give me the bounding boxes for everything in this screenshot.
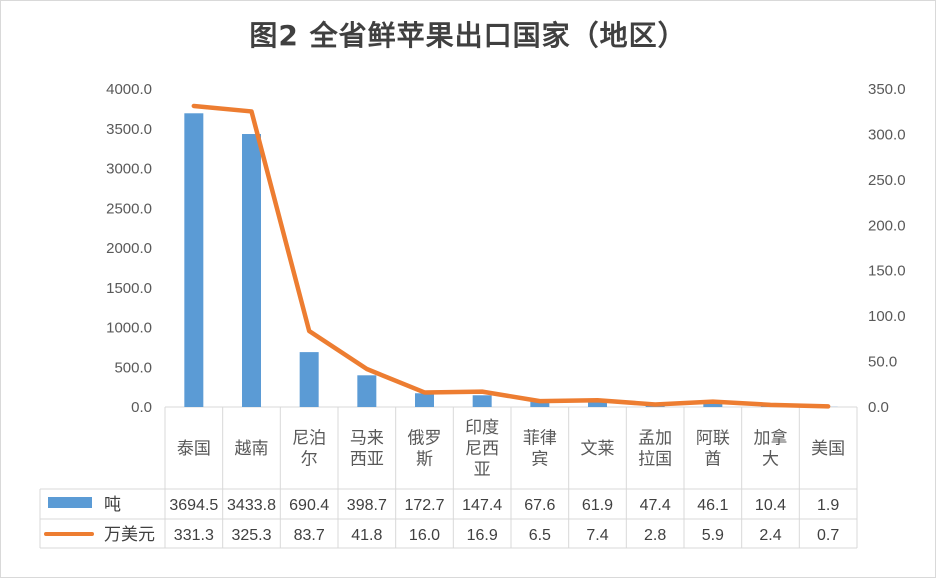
chart-title: 图2 全省鲜苹果出口国家（地区） <box>249 19 687 52</box>
y-right-tick-label: 150.0 <box>868 263 906 280</box>
y-left-tick-label: 2500.0 <box>106 200 152 217</box>
y-left-tick-label: 1500.0 <box>106 280 152 297</box>
bar <box>530 401 550 407</box>
legend-label-line: 万美元 <box>104 525 155 545</box>
x-category-label: 越南 <box>235 439 269 459</box>
y-right-tick-label: 200.0 <box>868 217 906 234</box>
line-path <box>191 103 831 409</box>
x-category-label: 美国 <box>811 439 845 459</box>
x-category-label: 阿联酋 <box>696 429 730 470</box>
table-cell-line-value: 16.0 <box>409 527 440 544</box>
x-category-label: 文莱 <box>581 439 615 459</box>
table-cell-line-value: 16.9 <box>467 527 498 544</box>
table-cell-line-value: 41.8 <box>351 527 382 544</box>
table-cell-bar-value: 61.9 <box>582 497 613 514</box>
bar-series <box>184 113 838 408</box>
x-category-label: 印度尼西亚 <box>465 418 499 480</box>
bar <box>703 403 723 407</box>
table-cell-bar-value: 46.1 <box>697 497 728 514</box>
y-left-tick-label: 3000.0 <box>106 161 152 178</box>
table-cell-line-value: 83.7 <box>294 527 325 544</box>
table-cell-bar-value: 690.4 <box>289 497 329 514</box>
legend-label-bar: 吨 <box>104 495 121 515</box>
y-left-tick-label: 0.0 <box>131 399 152 416</box>
y-right-tick-label: 0.0 <box>868 399 889 416</box>
y-left-tick-label: 2000.0 <box>106 240 152 257</box>
axes: 0.0 500.0 1000.0 1500.0 2000.0 2500.0 3000.0 35… <box>106 81 905 416</box>
table-cell-line-value: 331.3 <box>174 527 214 544</box>
table-cell-bar-value: 3433.8 <box>227 497 276 514</box>
y-right-tick-label: 250.0 <box>868 172 906 189</box>
x-category-label: 俄罗斯 <box>408 429 442 470</box>
x-category-label: 泰国 <box>177 439 211 459</box>
y-right-tick-label: 300.0 <box>868 126 906 143</box>
table-cell-line-value: 5.9 <box>702 527 724 544</box>
table-cell-bar-value: 47.4 <box>640 497 671 514</box>
bar <box>242 134 261 408</box>
bar <box>299 352 319 407</box>
y-right-tick-label: 50.0 <box>868 354 897 371</box>
table-cell-line-value: 7.4 <box>586 527 608 544</box>
bar <box>588 402 607 407</box>
table-cell-bar-value: 172.7 <box>404 497 444 514</box>
x-category-label: 加拿大 <box>754 428 788 470</box>
table-cell-bar-value: 10.4 <box>755 497 786 514</box>
y-right-tick-label: 100.0 <box>868 308 906 325</box>
y-left-tick-label: 3500.0 <box>106 121 152 138</box>
table-cell-line-value: 2.8 <box>644 527 666 544</box>
bar <box>184 113 204 408</box>
line-series <box>191 103 831 409</box>
table-cell-bar-value: 67.6 <box>524 497 555 514</box>
x-category-label: 尼泊尔 <box>292 429 326 470</box>
legend-key-bar <box>48 497 92 508</box>
table-cell-bar-value: 3694.5 <box>169 497 218 514</box>
y-left-tick-label: 4000.0 <box>106 81 152 98</box>
y-left-tick-label: 1000.0 <box>106 320 152 337</box>
x-category-label: 马来西亚 <box>350 429 384 470</box>
bar <box>472 395 492 407</box>
table-cell-bar-value: 398.7 <box>347 497 387 514</box>
bar <box>357 375 377 407</box>
table-cell-line-value: 2.4 <box>759 527 781 544</box>
x-category-label: 菲律宾 <box>523 429 557 470</box>
y-left-tick-label: 500.0 <box>114 359 152 376</box>
table-cell-line-value: 0.7 <box>817 527 839 544</box>
y-right-tick-label: 350.0 <box>868 81 906 98</box>
table-cell-bar-value: 1.9 <box>817 497 839 514</box>
table-cell-line-value: 6.5 <box>529 527 551 544</box>
table-cell-line-value: 325.3 <box>231 527 271 544</box>
x-category-label: 孟加拉国 <box>638 429 672 470</box>
bar <box>415 393 434 407</box>
table-cell-bar-value: 147.4 <box>462 497 502 514</box>
